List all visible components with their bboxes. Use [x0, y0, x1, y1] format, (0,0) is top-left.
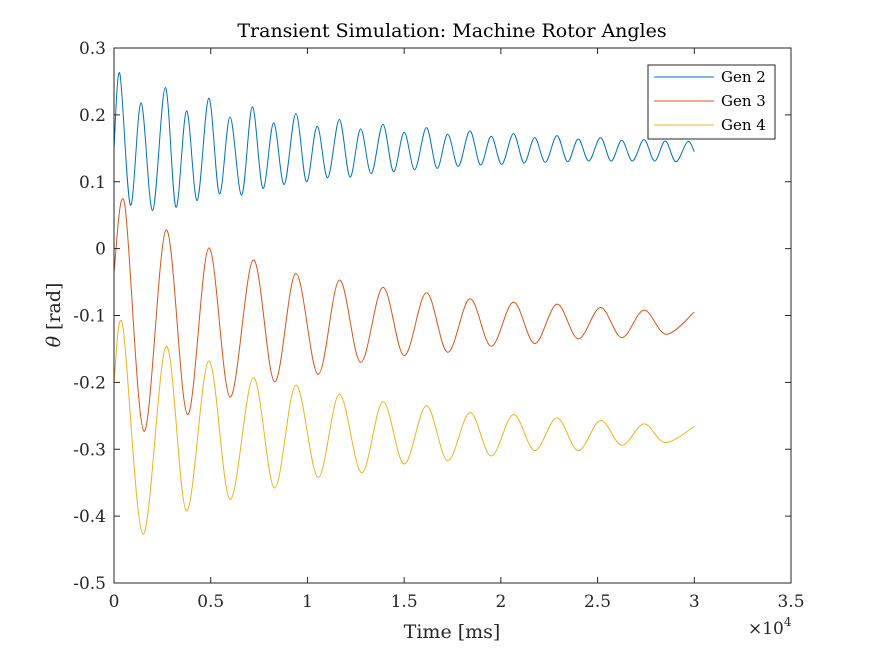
x-tick-label: 1 [302, 592, 313, 612]
series-layer [113, 72, 695, 535]
legend-label-gen-4: Gen 4 [721, 116, 766, 134]
y-tick-label: 0.3 [79, 39, 106, 59]
x-tick-label: 0.5 [197, 592, 224, 612]
x-exponent-base: ×10 [748, 619, 784, 639]
y-tick-label: 0.1 [79, 173, 106, 193]
series-line-gen-2 [113, 72, 695, 212]
legend: Gen 2 Gen 3 Gen 4 [647, 64, 776, 140]
x-tick-label: 2.5 [584, 592, 611, 612]
y-tick-label: -0.3 [73, 440, 106, 460]
x-tick-label: 3.5 [777, 592, 804, 612]
legend-label-gen-2: Gen 2 [721, 68, 766, 86]
tick-layer: 0 0.5 1 1.5 2 2.5 3 3.5 -0.5 -0.4 -0.3 -0.2 -0.1 0 0.1… [73, 39, 804, 612]
y-tick-label: -0.2 [73, 373, 106, 393]
x-axis-label: Time [ms] [404, 621, 501, 643]
x-tick-label: 0 [109, 592, 120, 612]
y-tick-label: -0.4 [73, 507, 106, 527]
x-tick-label: 3 [689, 592, 700, 612]
y-axis-label-symbol: θ [43, 335, 65, 347]
legend-label-gen-3: Gen 3 [721, 92, 766, 110]
x-tick-label: 1.5 [391, 592, 418, 612]
y-tick-label: 0 [95, 240, 106, 260]
y-tick-label: -0.5 [73, 574, 106, 594]
chart-title: Transient Simulation: Machine Rotor Angl… [237, 20, 666, 42]
y-axis-label: θ [rad] [43, 283, 65, 348]
series-line-gen-4 [113, 319, 695, 535]
x-exponent-label: ×104 [748, 615, 792, 639]
x-exponent-power: 4 [784, 615, 792, 629]
y-tick-label: 0.2 [79, 106, 106, 126]
y-axis-label-unit: [rad] [43, 283, 65, 330]
y-tick-label: -0.1 [73, 307, 106, 327]
series-line-gen-3 [113, 198, 695, 432]
x-tick-label: 2 [495, 592, 506, 612]
